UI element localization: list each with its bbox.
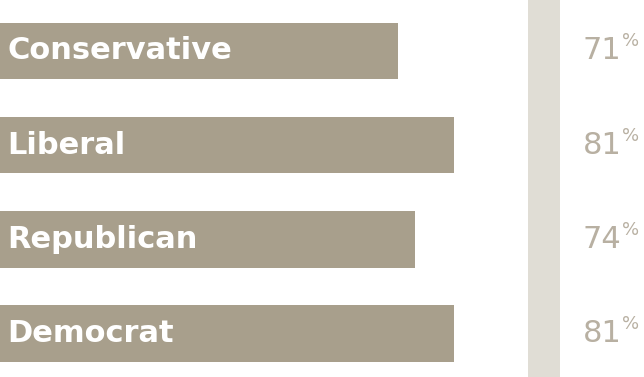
Bar: [0, 305, 454, 362]
Text: %: %: [622, 221, 639, 239]
Text: Liberal: Liberal: [8, 131, 126, 159]
Bar: [0, 23, 398, 79]
Text: 81: 81: [583, 131, 621, 159]
Text: %: %: [622, 32, 639, 51]
Text: Conservative: Conservative: [8, 37, 232, 65]
Text: %: %: [622, 127, 639, 145]
Text: %: %: [622, 315, 639, 333]
Text: Democrat: Democrat: [8, 319, 175, 348]
Bar: [528, 0, 560, 377]
Text: Republican: Republican: [8, 225, 198, 254]
Bar: [0, 211, 415, 268]
Text: 71: 71: [583, 37, 621, 65]
Text: 81: 81: [583, 319, 621, 348]
Text: 74: 74: [583, 225, 621, 254]
Bar: [0, 117, 454, 173]
